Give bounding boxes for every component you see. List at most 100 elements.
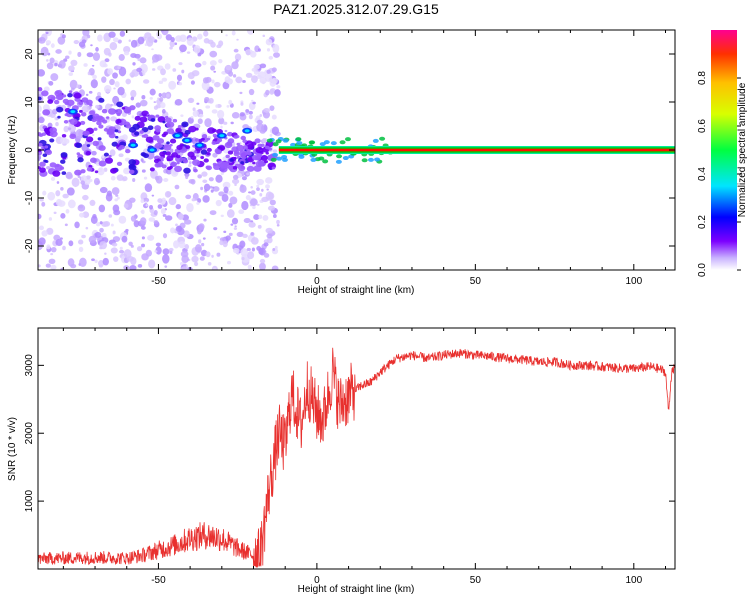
spectrogram-speckle xyxy=(225,34,228,37)
spectrogram-speckle xyxy=(110,223,114,227)
spectrogram-speckle xyxy=(94,231,102,239)
spectrogram-speckle xyxy=(109,78,115,86)
spectrogram-band-blob xyxy=(150,118,156,122)
spectrogram-speckle xyxy=(165,34,172,41)
spectrogram-speckle xyxy=(123,167,131,175)
spectrogram-speckle xyxy=(226,209,235,218)
spectrogram-band-blob xyxy=(128,159,137,166)
spectrogram-band-blob xyxy=(129,105,136,111)
spectrogram-speckle xyxy=(99,241,108,250)
spectrogram-speckle xyxy=(198,113,204,118)
spectrogram-band-blob xyxy=(89,157,97,163)
spectrogram-band-blob xyxy=(271,166,276,170)
spectrogram-speckle xyxy=(119,246,123,251)
spectrogram-transition-blob xyxy=(339,140,346,145)
spectrogram-band-blob xyxy=(134,131,140,136)
spectrogram-band-blob xyxy=(174,165,183,173)
spectrogram-speckle xyxy=(63,138,70,144)
spectrogram-speckle xyxy=(94,259,98,263)
spectrogram-speckle xyxy=(231,111,240,119)
spectrogram-speckle xyxy=(201,242,205,247)
spectrogram-speckle xyxy=(197,198,202,204)
spectrogram-band-blob xyxy=(227,131,233,137)
spectrogram-speckle xyxy=(41,201,46,207)
spectrogram-speckle xyxy=(137,57,141,62)
spectrogram-speckle xyxy=(202,195,210,203)
colorbar-gradient xyxy=(711,30,737,270)
spectrogram-speckle xyxy=(50,246,57,253)
spectrogram-band-blob xyxy=(110,168,118,174)
spectrogram-speckle xyxy=(271,114,277,120)
snr-frame xyxy=(37,327,676,570)
spectrogram-band-blob xyxy=(242,145,249,150)
spectrogram-speckle xyxy=(204,96,210,103)
spectrogram-band-blob xyxy=(239,150,248,157)
spectrogram-speckle xyxy=(238,209,245,215)
spectrogram-speckle xyxy=(223,121,228,125)
spectrogram-speckle xyxy=(209,210,217,216)
spectrogram-speckle xyxy=(208,97,214,104)
spectrogram-speckle xyxy=(103,167,108,172)
spectrogram-speckle xyxy=(174,184,180,190)
spectrogram-speckle xyxy=(164,265,168,268)
spectrogram-transition-blob xyxy=(295,137,302,142)
spectrogram-speckle xyxy=(231,178,240,185)
spectrogram-speckle xyxy=(161,92,167,99)
spectrogram-transition-blob xyxy=(276,156,283,161)
spectrogram-band-blob xyxy=(155,161,164,168)
spectrogram-speckle xyxy=(241,200,249,211)
spectrogram-speckle xyxy=(129,264,137,270)
spectrogram-speckle xyxy=(174,98,183,106)
spectrogram-speckle xyxy=(198,223,205,230)
spectrogram-speckle xyxy=(175,204,182,210)
spectrogram-speckle xyxy=(239,91,243,95)
spectrogram-speckle xyxy=(240,248,248,257)
spectrogram-band-blob xyxy=(182,159,189,164)
spectrogram-band-blob xyxy=(169,138,177,144)
spectrogram-speckle xyxy=(148,259,156,269)
spectrogram-speckle xyxy=(82,194,89,201)
spectrogram-speckle xyxy=(50,176,56,181)
spectrogram-speckle xyxy=(130,96,135,101)
spectrogram-speckle xyxy=(141,236,145,240)
spectrogram-speckle xyxy=(99,227,104,233)
spectrogram-band-blob xyxy=(69,118,78,125)
spectrogram-speckle xyxy=(140,99,148,107)
spectrogram-band-blob xyxy=(193,150,198,154)
spectrogram-speckle xyxy=(67,127,72,130)
spectrogram-speckle xyxy=(47,191,56,201)
spectrogram-speckle xyxy=(246,30,255,35)
spectrogram-band-blob xyxy=(182,157,186,161)
spectrogram-speckle xyxy=(63,125,70,133)
spectrogram-speckle xyxy=(178,62,183,66)
spectrogram-speckle xyxy=(141,169,146,173)
spectrogram-speckle xyxy=(272,149,278,153)
spectrogram-speckle xyxy=(235,76,243,84)
spectrogram-band-blob xyxy=(117,147,122,151)
snr-xlabel: Height of straight line (km) xyxy=(298,584,415,595)
spectrogram-band-blob xyxy=(92,140,99,147)
spectrogram-band-blob xyxy=(44,159,49,164)
spectrogram-band-blob xyxy=(153,158,159,164)
spectrogram-band-blob xyxy=(139,116,148,123)
spectrogram-speckle xyxy=(232,74,237,78)
spectrogram-speckle xyxy=(123,203,129,209)
spectrogram-speckle xyxy=(162,254,170,264)
spectrogram-speckle xyxy=(173,240,180,249)
spectrogram-band-blob xyxy=(47,99,54,104)
snr-ytick-label: 3000 xyxy=(24,354,35,377)
spectrogram-speckle xyxy=(202,60,207,66)
spectrogram-speckle xyxy=(257,71,266,78)
spectrogram-band-blob xyxy=(41,90,49,97)
spectrogram-speckle xyxy=(192,107,196,112)
spectrogram-speckle xyxy=(218,117,225,125)
spectrogram-band-blob xyxy=(117,130,122,134)
spectrogram-ytick-label: 20 xyxy=(24,48,35,60)
snr-panel: -50 0 50 100 1000 2000 3000 Height of straight… xyxy=(7,327,676,595)
spectrogram-speckle xyxy=(200,186,204,191)
spectrogram-speckle xyxy=(70,87,75,91)
spectrogram-speckle xyxy=(209,60,217,66)
spectrogram-band-blob xyxy=(193,168,198,173)
spectrogram-speckle xyxy=(160,102,166,109)
spectrogram-band-blob xyxy=(80,120,86,125)
